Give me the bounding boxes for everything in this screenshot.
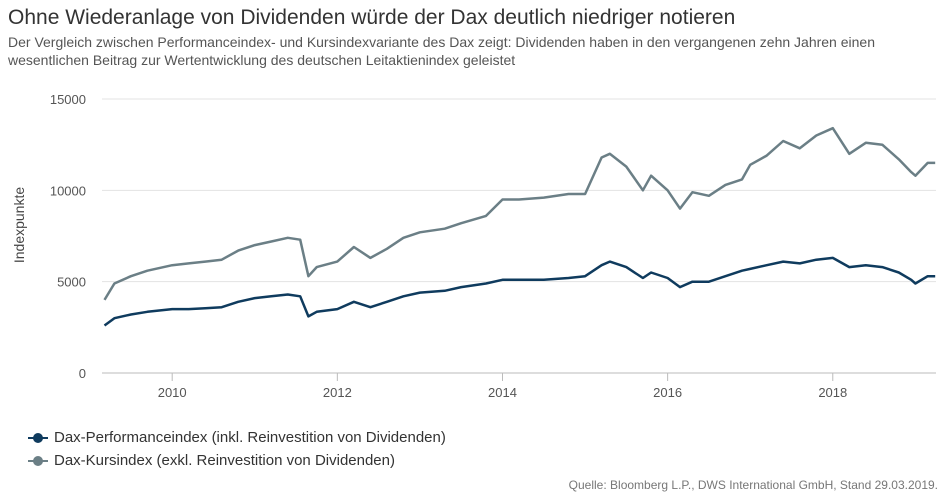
y-axis-label: Indexpunkte — [11, 187, 27, 263]
series-line-performance[interactable] — [103, 256, 936, 327]
chart-subtitle: Der Vergleich zwischen Performanceindex-… — [8, 34, 875, 68]
source-note: Quelle: Bloomberg L.P., DWS Internationa… — [568, 478, 938, 492]
y-tick-label: 15000 — [50, 92, 86, 107]
legend-label-performance: Dax-Performanceindex (inkl. Reinvestitio… — [54, 429, 446, 446]
x-tick-label: 2016 — [653, 385, 682, 400]
x-tick-label: 2010 — [158, 385, 187, 400]
y-tick-label: 5000 — [57, 275, 86, 290]
series-line-kurs[interactable] — [103, 126, 936, 301]
y-tick-label: 0 — [79, 366, 86, 381]
x-tick-label: 2012 — [323, 385, 352, 400]
legend-item-kurs[interactable]: Dax-Kursindex (exkl. Reinvestition von D… — [28, 449, 446, 472]
legend-label-kurs: Dax-Kursindex (exkl. Reinvestition von D… — [54, 452, 395, 469]
x-tick-label: 2018 — [818, 385, 847, 400]
legend-marker-icon — [28, 455, 48, 467]
chart-title: Ohne Wiederanlage von Dividenden würde d… — [8, 6, 736, 29]
x-tick-label: 2014 — [488, 385, 517, 400]
y-tick-label: 10000 — [50, 183, 86, 198]
legend: Dax-Performanceindex (inkl. Reinvestitio… — [28, 426, 446, 472]
legend-marker-icon — [28, 432, 48, 444]
legend-item-performance[interactable]: Dax-Performanceindex (inkl. Reinvestitio… — [28, 426, 446, 449]
